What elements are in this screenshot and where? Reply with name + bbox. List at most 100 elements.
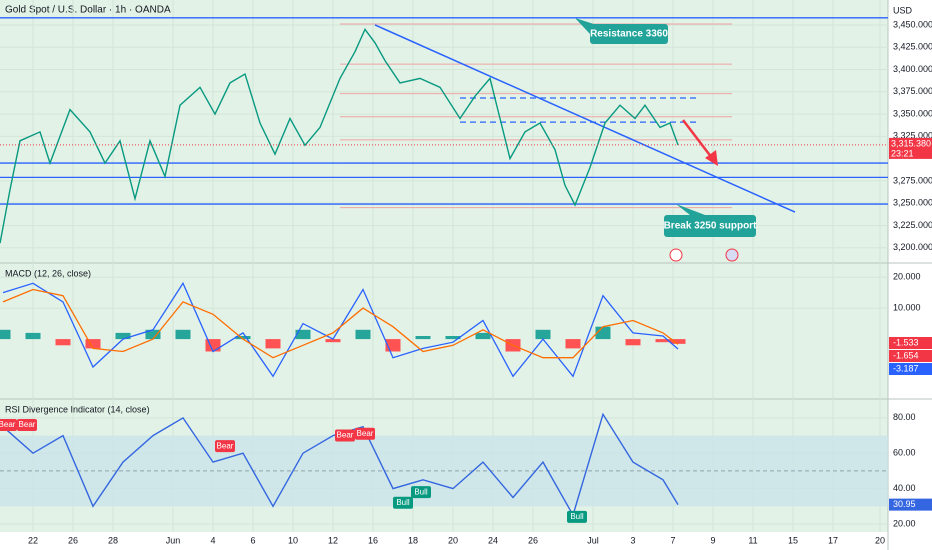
histogram-bar (535, 329, 551, 340)
callout-text: Break 3250 support (664, 221, 757, 232)
y-tick-label: 3,275.000 (893, 175, 932, 185)
currency: USD (893, 5, 913, 15)
tag-label: Bull (570, 512, 584, 521)
x-tick-label: 3 (630, 535, 635, 545)
x-tick-label: 26 (528, 535, 538, 545)
histogram-bar (655, 339, 671, 343)
histogram-bar (355, 329, 371, 340)
y-tick-label: 3,450.000 (893, 19, 932, 29)
x-tick-label: 16 (368, 535, 378, 545)
y-tick-label: 3,400.000 (893, 64, 932, 74)
macd-line (2, 288, 679, 359)
histogram-bar (0, 329, 11, 340)
symbol-title: Gold Spot / U.S. Dollar · 1h · OANDA (5, 5, 171, 16)
histogram-bar (325, 339, 341, 343)
x-tick-label: 10 (288, 535, 298, 545)
x-tick-label: 22 (28, 535, 38, 545)
x-tick-label: Jul (587, 535, 599, 545)
value-box (889, 350, 932, 362)
x-tick-label: 17 (828, 535, 838, 545)
y-tick-label: 3,325.000 (893, 131, 932, 141)
bear-tag (0, 418, 17, 431)
histogram-bar (295, 329, 311, 340)
x-tick-label: 9 (710, 535, 715, 545)
value-label: 30.95 (893, 499, 916, 509)
tag-label: Bull (414, 487, 428, 496)
callout-box (664, 215, 756, 237)
last-price-box (889, 137, 932, 159)
tag-label: Bear (337, 431, 354, 440)
histogram-bar (55, 339, 71, 346)
value-box (889, 363, 932, 375)
histogram-bar (565, 339, 581, 349)
x-tick-label: 18 (408, 535, 418, 545)
callout-text: Resistance 3360 (590, 29, 668, 40)
pane-title: RSI Divergence Indicator (14, close) (5, 404, 150, 414)
trendline (374, 24, 796, 213)
countdown: 23:21 (891, 148, 914, 158)
bear-tag (355, 427, 375, 440)
y-tick-label: 3,425.000 (893, 42, 932, 52)
callout-box (590, 24, 668, 44)
x-tick-label: 26 (68, 535, 78, 545)
tag-label: Bear (357, 429, 374, 438)
callout-pointer (676, 204, 705, 215)
y-tick-label: 3,250.000 (893, 198, 932, 208)
y-tick-label: 3,225.000 (893, 220, 932, 230)
bear-tag (215, 440, 235, 453)
y-tick-label: 10.000 (893, 302, 921, 312)
x-tick-label: 12 (328, 535, 338, 545)
histogram-bar (415, 335, 431, 340)
bear-tag (17, 418, 37, 431)
histogram-bar (175, 329, 191, 340)
bear-tag (335, 429, 355, 442)
y-tick-label: 80.00 (893, 412, 916, 422)
value-label: -1.654 (893, 350, 919, 360)
macd-line (2, 281, 679, 378)
y-tick-label: 3,375.000 (893, 86, 932, 96)
y-tick-label: 20.00 (893, 518, 916, 528)
event-icon[interactable] (669, 248, 683, 262)
histogram-bar (265, 339, 281, 349)
x-tick-label: 20 (875, 535, 885, 545)
tag-label: Bull (396, 498, 410, 507)
title-bg (0, 2, 170, 18)
arrow-head (705, 150, 718, 166)
histogram-bar (625, 339, 641, 346)
histogram-bar (115, 332, 131, 340)
pane-title: MACD (12, 26, close) (5, 268, 91, 278)
x-tick-label: 20 (448, 535, 458, 545)
x-tick-label: 28 (108, 535, 118, 545)
x-tick-label: Jun (166, 535, 181, 545)
y-tick-label: 3,200.000 (893, 242, 932, 252)
value-box (889, 337, 932, 349)
x-tick-label: 4 (210, 535, 215, 545)
tag-label: Bear (217, 441, 234, 450)
histogram-bar (475, 332, 491, 340)
value-box (889, 498, 932, 511)
x-tick-label: 24 (488, 535, 498, 545)
value-label: -1.533 (893, 337, 919, 347)
bull-tag (567, 510, 587, 523)
x-tick-label: 7 (670, 535, 675, 545)
bull-tag (393, 496, 413, 509)
y-tick-label: 60.00 (893, 448, 916, 458)
x-tick-label: 11 (748, 535, 757, 545)
histogram-bar (670, 339, 686, 344)
last-price-label: 3,315.380 (891, 138, 931, 148)
y-tick-label: 20.000 (893, 271, 921, 281)
bull-tag (411, 486, 431, 499)
histogram-bar (235, 335, 251, 340)
flag-icon[interactable] (725, 248, 739, 262)
y-tick-label: 40.00 (893, 483, 916, 493)
price-axis (888, 0, 932, 550)
histogram-bar (85, 339, 101, 349)
x-tick-label: 6 (250, 535, 255, 545)
forecast-arrow (682, 119, 713, 159)
y-tick-label: 3,350.000 (893, 108, 932, 118)
x-tick-label: 15 (788, 535, 798, 545)
tag-label: Bear (19, 420, 36, 429)
histogram-bar (145, 329, 161, 340)
value-label: -3.187 (893, 363, 919, 373)
